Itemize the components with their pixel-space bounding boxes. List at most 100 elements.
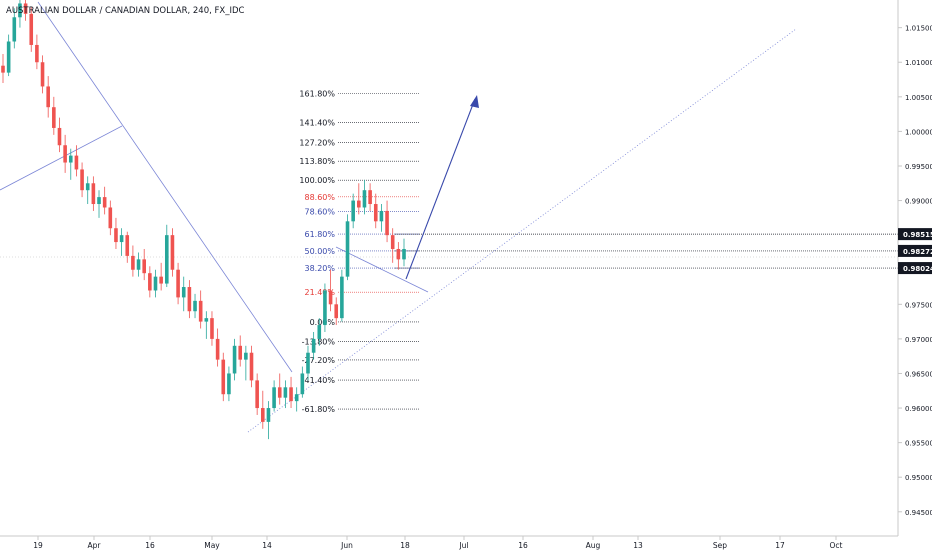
candle-body <box>68 155 73 163</box>
candle-body <box>362 190 367 208</box>
candle-body <box>159 276 163 284</box>
candle-body <box>289 387 293 402</box>
candle-body <box>97 197 101 205</box>
fib-level-label: 141.40% <box>299 118 335 127</box>
resistance-trendline[interactable] <box>37 1 293 373</box>
fib-level-label: -41.40% <box>302 376 336 385</box>
price-tick-label: 0.94500 <box>905 509 932 517</box>
time-tick-label: 13 <box>633 541 643 550</box>
price-tick-label: 1.00500 <box>905 94 932 102</box>
candle-body <box>91 183 96 205</box>
time-tick-label: May <box>204 541 220 550</box>
time-axis[interactable]: 19 Apr 16 May 14 Jun 18 Jul 16 Aug 13 Sep 17 Oct <box>0 535 898 550</box>
candle-body <box>249 352 254 381</box>
time-tick-label: 14 <box>262 541 272 550</box>
candle-body <box>266 408 271 422</box>
trend-lines <box>0 1 797 433</box>
candle-body <box>317 325 322 339</box>
candle-body <box>210 318 214 339</box>
candle-body <box>74 155 79 170</box>
fib-level-label: 0.00% <box>310 318 336 327</box>
candle-body <box>57 127 62 146</box>
price-tick-label: 1.01500 <box>905 25 932 33</box>
candle-body <box>215 338 220 360</box>
price-tick-label: 0.96500 <box>905 370 932 378</box>
price-tick-label: 0.96000 <box>905 405 932 413</box>
candle-body <box>385 210 389 236</box>
candle-body <box>119 235 124 243</box>
candle-body <box>164 235 169 284</box>
candle-body <box>345 221 350 277</box>
price-label: 0.98515 <box>903 231 932 239</box>
price-label-box <box>898 228 932 241</box>
fib-level-label: 88.60% <box>304 193 335 202</box>
candle-body <box>328 290 333 305</box>
candle-body <box>390 235 395 249</box>
candle-body <box>198 300 203 322</box>
price-axis[interactable]: 1.01500 1.01000 1.00500 1.00000 0.99500 0.990… <box>897 0 932 536</box>
candle-body <box>277 387 282 398</box>
candle-body <box>142 259 146 274</box>
fibonacci-extension: 161.80% 141.40% 127.20% 113.80% 100.00% 88.60… <box>299 89 420 414</box>
candle-body <box>6 41 11 73</box>
price-tick-label: 0.97000 <box>905 336 932 344</box>
candle-body <box>294 394 299 402</box>
candle-body <box>1 65 5 73</box>
fib-level-label: -27.20% <box>302 356 336 365</box>
projection-arrow[interactable] <box>405 95 479 280</box>
candle-body <box>63 145 67 163</box>
fib-level-label: -61.80% <box>302 405 336 414</box>
time-tick-label: Sep <box>713 541 727 550</box>
candle-body <box>311 338 316 353</box>
candle-body <box>29 13 34 45</box>
candle-body <box>108 207 113 229</box>
candle-body <box>238 345 243 360</box>
projection-arrow-line <box>405 98 476 280</box>
candle-body <box>396 248 401 260</box>
price-tick-label: 1.01000 <box>905 59 932 67</box>
fib-level-label: 38.20% <box>304 264 335 273</box>
time-tick-label: Apr <box>88 541 102 550</box>
candle-body <box>153 276 158 291</box>
candle-body <box>221 359 226 395</box>
fib-level-label: 78.60% <box>304 207 335 216</box>
time-tick-label: 16 <box>145 541 155 550</box>
candle-body <box>131 255 135 270</box>
candle-body <box>379 210 384 222</box>
candle-body <box>181 287 186 298</box>
fib-level-label: 100.00% <box>299 176 335 185</box>
fib-level-label: 61.80% <box>304 230 335 239</box>
candles <box>1 0 406 440</box>
candle-body <box>12 17 17 42</box>
candle-body <box>193 300 197 312</box>
candle-body <box>136 259 141 270</box>
time-tick-label: Oct <box>830 541 843 550</box>
candle-body <box>52 107 56 128</box>
price-tick-label: 0.97500 <box>905 301 932 309</box>
fib-level-label: 21.40% <box>304 288 335 297</box>
candle-body <box>227 373 231 395</box>
price-label-box <box>898 244 932 257</box>
price-label: 0.98024 <box>903 265 932 273</box>
price-tick-label: 0.95000 <box>905 474 932 482</box>
candle-body <box>306 352 310 374</box>
candle-body <box>283 387 288 398</box>
candle-body <box>148 273 152 291</box>
candle-body <box>340 276 344 319</box>
fib-level-label: 113.80% <box>299 157 335 166</box>
price-tick-label: 1.00000 <box>905 128 932 136</box>
upper-left-trendline[interactable] <box>0 125 123 191</box>
candle-body <box>244 352 248 360</box>
fib-level-label: 161.80% <box>299 89 335 98</box>
time-tick-label: Jul <box>458 541 468 550</box>
candle-body <box>323 290 327 326</box>
candle-body <box>187 287 192 312</box>
time-axis-ticks: 19 Apr 16 May 14 Jun 18 Jul 16 Aug 13 Sep 17 Oct <box>33 536 843 550</box>
candle-body <box>102 197 107 208</box>
price-label: 0.98272 <box>903 248 932 256</box>
pullback-trendline[interactable] <box>335 246 429 293</box>
candle-body <box>402 248 406 260</box>
candle-body <box>232 345 237 374</box>
